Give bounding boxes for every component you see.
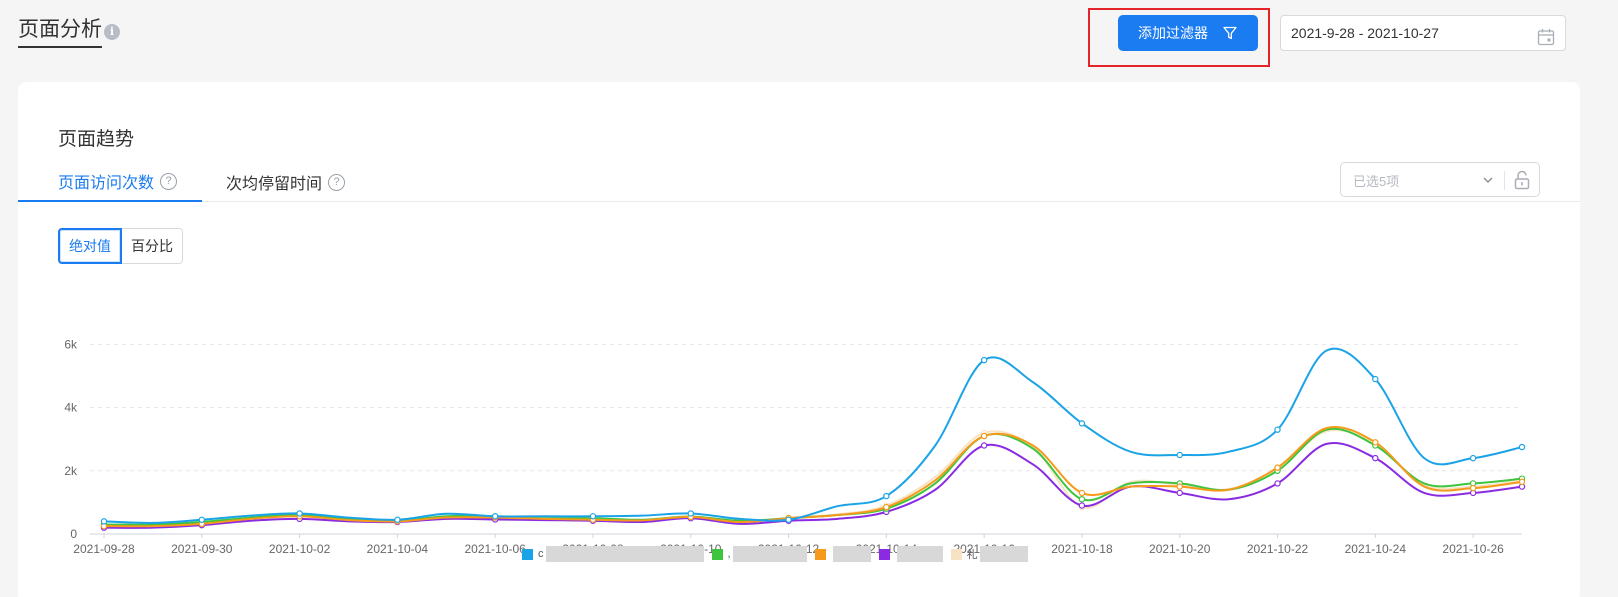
series-select[interactable]: 已选5项	[1340, 162, 1540, 197]
date-range-text: 2021-9-28 - 2021-10-27	[1291, 25, 1439, 41]
add-filter-button[interactable]: 添加过滤器	[1118, 15, 1258, 51]
date-range-picker[interactable]: 2021-9-28 - 2021-10-27	[1280, 15, 1566, 51]
data-point	[883, 503, 890, 511]
legend-swatch	[878, 548, 890, 560]
x-tick-label: 2021-09-28	[73, 542, 135, 556]
calendar-icon[interactable]	[1537, 24, 1555, 46]
data-point	[296, 510, 303, 517]
trend-card: 页面趋势 页面访问次数 ? 次均停留时间 ? 已选5项	[18, 82, 1580, 597]
data-point	[1518, 478, 1526, 486]
unlock-icon[interactable]	[1513, 170, 1531, 190]
data-point	[1078, 496, 1086, 503]
data-point	[1274, 464, 1281, 471]
info-icon[interactable]: i	[104, 24, 120, 40]
legend-redaction	[896, 546, 943, 562]
data-point	[883, 492, 890, 500]
legend-label: 礼	[966, 549, 978, 561]
data-point	[1372, 454, 1379, 462]
data-point	[1176, 451, 1183, 459]
tab-label: 次均停留时间	[226, 176, 323, 193]
legend-swatch	[814, 548, 826, 560]
legend-item[interactable]: 礼	[950, 546, 1028, 562]
x-tick-label: 2021-10-06	[464, 542, 526, 556]
legend-redaction	[832, 546, 871, 562]
y-tick-label: 0	[70, 527, 77, 541]
legend-swatch	[711, 548, 723, 560]
x-tick-label: 2021-10-22	[1247, 542, 1309, 556]
tab-avg-stay-time[interactable]: 次均停留时间 ?	[226, 162, 346, 202]
legend-redaction	[979, 546, 1028, 562]
absolute-value-button[interactable]: 绝对值	[58, 228, 122, 264]
legend-label: ,	[727, 548, 731, 560]
metric-tabs: 页面访问次数 ? 次均停留时间 ?	[18, 162, 1580, 202]
data-point	[980, 356, 988, 364]
x-tick-label: 2021-10-24	[1345, 542, 1407, 556]
legend-label: c	[538, 548, 544, 560]
data-point	[980, 432, 988, 440]
series-line	[103, 441, 1523, 529]
section-title: 页面趋势	[58, 129, 135, 150]
page-title: 页面分析	[18, 18, 102, 48]
x-tick-label: 2021-09-30	[171, 542, 233, 556]
legend-item[interactable]: ,	[711, 546, 807, 562]
legend-item[interactable]	[814, 546, 871, 562]
data-point	[394, 516, 401, 523]
data-point	[1078, 502, 1086, 509]
data-point	[980, 442, 988, 449]
value-mode-toggle: 绝对值 百分比	[58, 228, 183, 264]
series-select-value: 已选5项	[1353, 174, 1400, 189]
highlight-box	[1088, 8, 1270, 67]
percentage-button[interactable]: 百分比	[122, 228, 183, 264]
data-point	[785, 516, 792, 523]
y-tick-label: 6k	[64, 337, 78, 351]
data-point	[1176, 489, 1183, 497]
filter-icon	[1222, 25, 1238, 41]
data-point	[1274, 480, 1281, 487]
data-point	[687, 510, 694, 517]
x-tick-label: 2021-10-04	[367, 542, 429, 556]
data-point	[1372, 375, 1379, 383]
data-point	[1176, 483, 1183, 490]
add-filter-label: 添加过滤器	[1138, 25, 1208, 41]
y-tick-label: 4k	[64, 401, 78, 415]
legend-swatch	[522, 548, 533, 560]
data-point	[1078, 489, 1086, 497]
data-point	[491, 513, 499, 520]
data-point	[1372, 439, 1379, 446]
data-point	[589, 513, 597, 520]
data-point	[198, 516, 205, 523]
data-point	[1469, 454, 1477, 462]
tab-page-visits[interactable]: 页面访问次数 ?	[18, 162, 202, 202]
series-line	[103, 426, 1523, 528]
legend-redaction	[545, 546, 704, 562]
x-tick-label: 2021-10-20	[1149, 542, 1211, 556]
chart-legend: c, 礼	[522, 545, 1036, 563]
series-line	[103, 427, 1523, 526]
data-point	[1518, 443, 1526, 451]
help-icon[interactable]: ?	[160, 172, 178, 190]
chevron-down-icon[interactable]	[1481, 173, 1495, 187]
data-point	[1274, 426, 1281, 433]
divider	[1504, 171, 1505, 190]
tab-label: 页面访问次数	[58, 175, 155, 192]
data-point	[100, 518, 108, 525]
legend-item[interactable]	[878, 546, 943, 562]
x-tick-label: 2021-10-02	[269, 542, 331, 556]
series-line	[103, 347, 1523, 524]
x-tick-label: 2021-10-26	[1442, 542, 1504, 556]
data-point	[1469, 484, 1477, 492]
legend-redaction	[732, 546, 807, 562]
x-tick-label: 2021-10-18	[1051, 542, 1113, 556]
help-icon[interactable]: ?	[328, 173, 346, 191]
legend-item[interactable]: c	[522, 546, 704, 562]
legend-swatch	[950, 548, 962, 560]
y-tick-label: 2k	[64, 464, 78, 478]
series-line	[103, 429, 1523, 527]
data-point	[1078, 420, 1086, 427]
